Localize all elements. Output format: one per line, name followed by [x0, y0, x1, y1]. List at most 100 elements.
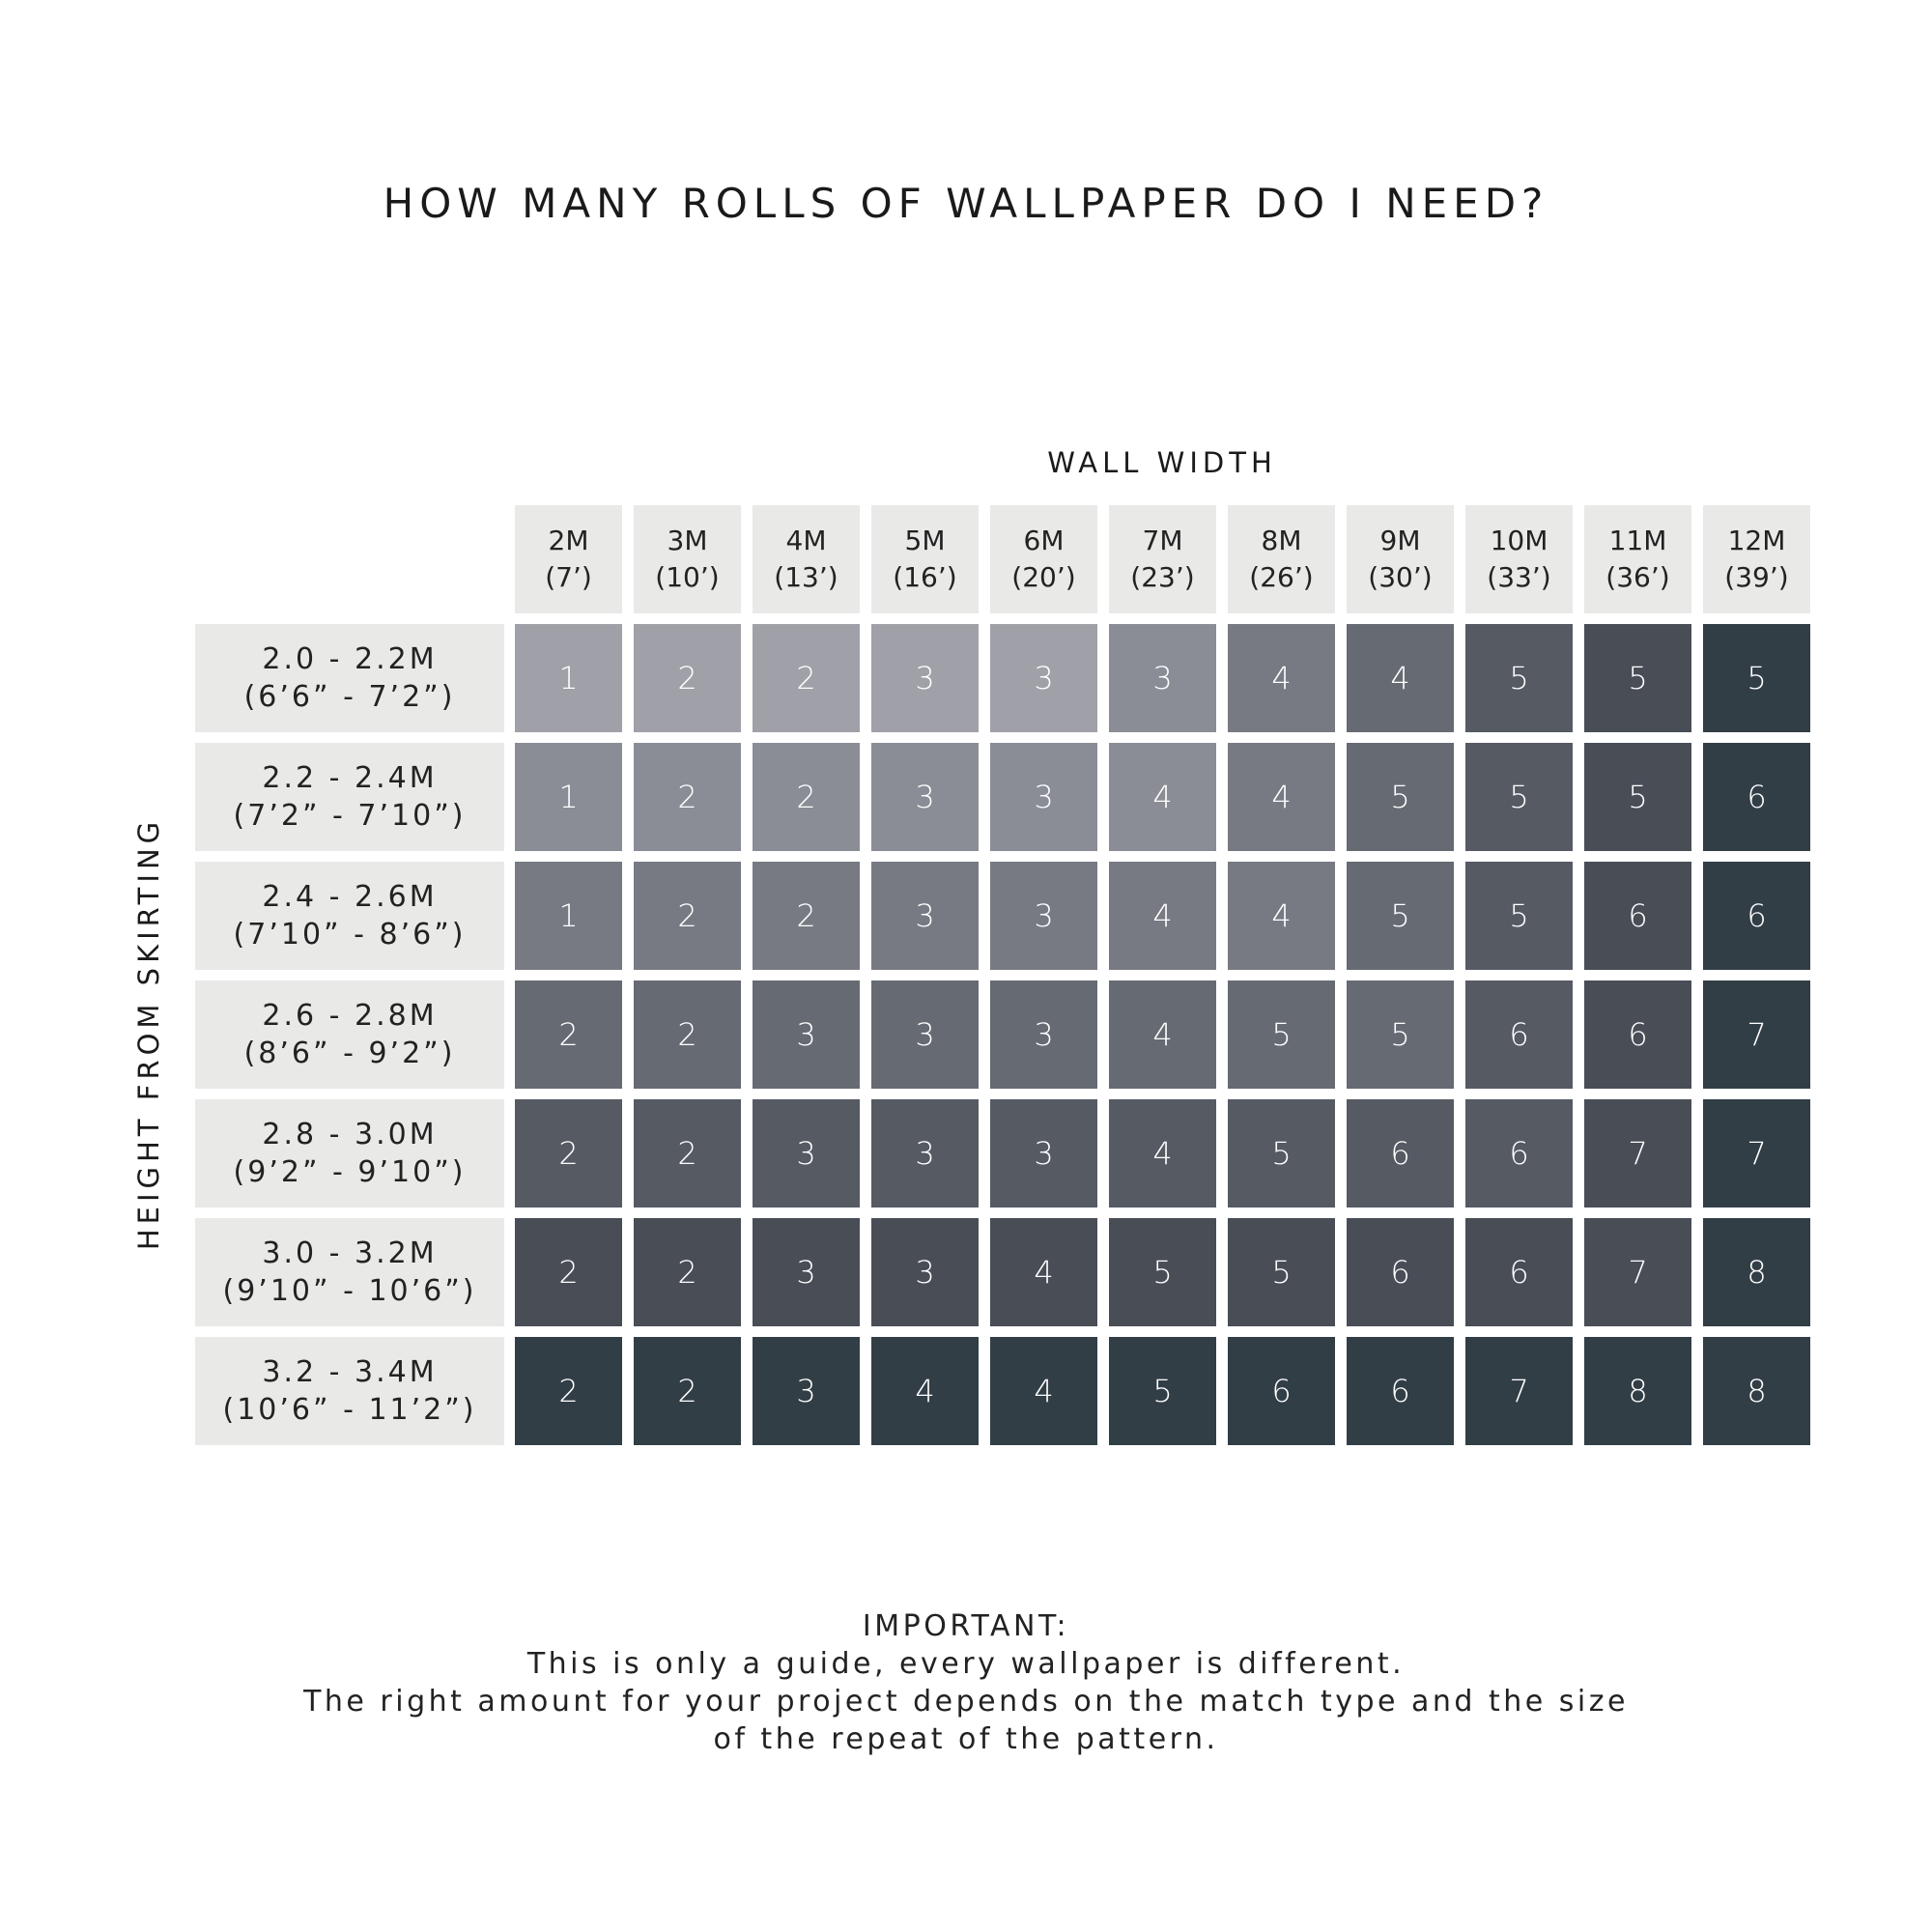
column-header-metric: 11M	[1608, 525, 1667, 556]
column-header-imperial: (30’)	[1368, 561, 1433, 593]
row-header-metric: 2.2 - 2.4M	[262, 761, 438, 795]
row-header-imperial: (7’2” - 7’10”)	[233, 799, 467, 833]
row-header: 2.2 - 2.4M (7’2” - 7’10”)	[195, 743, 504, 851]
table-cell: 5	[1109, 1218, 1216, 1326]
note-line: The right amount for your project depend…	[303, 1685, 1629, 1719]
table-cell: 2	[753, 624, 860, 732]
table-cell: 1	[515, 743, 622, 851]
row-header-imperial: (7’10” - 8’6”)	[233, 918, 467, 952]
table-cell: 4	[1109, 980, 1216, 1089]
table-cell: 3	[990, 743, 1097, 851]
row-header-metric: 2.0 - 2.2M	[262, 642, 438, 676]
column-header-metric: 2M	[548, 525, 589, 556]
table-cell: 1	[515, 862, 622, 970]
table-cell: 6	[1465, 980, 1573, 1089]
table-cell: 5	[1347, 743, 1454, 851]
table-cell: 4	[1109, 1099, 1216, 1208]
column-header-imperial: (10’)	[655, 561, 720, 593]
table-cell: 2	[634, 1337, 741, 1445]
column-header: 12M (39’)	[1703, 505, 1810, 613]
table-cell: 5	[1109, 1337, 1216, 1445]
row-header-imperial: (9’2” - 9’10”)	[233, 1155, 467, 1189]
table-cell: 3	[871, 743, 979, 851]
table-cell: 6	[1584, 980, 1691, 1089]
table-cell: 5	[1465, 862, 1573, 970]
table-cell: 3	[753, 1218, 860, 1326]
column-header-metric: 4M	[785, 525, 827, 556]
table-cell: 7	[1703, 980, 1810, 1089]
chart-title: HOW MANY ROLLS OF WALLPAPER DO I NEED?	[383, 180, 1549, 227]
table-cell: 2	[515, 1218, 622, 1326]
table-cell: 5	[1228, 1099, 1335, 1208]
table-cell: 7	[1584, 1099, 1691, 1208]
column-header-imperial: (20’)	[1011, 561, 1076, 593]
row-header-metric: 3.0 - 3.2M	[262, 1236, 438, 1270]
table-cell: 2	[634, 624, 741, 732]
column-header: 3M (10’)	[634, 505, 741, 613]
column-header-imperial: (13’)	[774, 561, 838, 593]
note-heading: IMPORTANT:	[862, 1609, 1070, 1643]
table-cell: 7	[1703, 1099, 1810, 1208]
column-header: 5M (16’)	[871, 505, 979, 613]
column-header: 10M (33’)	[1465, 505, 1573, 613]
row-header-imperial: (9’10” - 10’6”)	[222, 1274, 477, 1308]
table-cell: 5	[1465, 743, 1573, 851]
table-cell: 8	[1703, 1218, 1810, 1326]
column-header-metric: 12M	[1727, 525, 1786, 556]
column-header: 8M (26’)	[1228, 505, 1335, 613]
column-header-imperial: (26’)	[1249, 561, 1314, 593]
table-cell: 8	[1703, 1337, 1810, 1445]
table-cell: 8	[1584, 1337, 1691, 1445]
column-header: 11M (36’)	[1584, 505, 1691, 613]
x-axis-label: WALL WIDTH	[1047, 446, 1277, 479]
column-header-metric: 6M	[1023, 525, 1065, 556]
table-cell: 4	[1109, 743, 1216, 851]
column-header-imperial: (16’)	[893, 561, 957, 593]
table-cell: 4	[1228, 743, 1335, 851]
table-cell: 4	[1347, 624, 1454, 732]
table-cell: 2	[515, 1337, 622, 1445]
table-cell: 6	[1465, 1218, 1573, 1326]
column-header: 6M (20’)	[990, 505, 1097, 613]
row-header-imperial: (10’6” - 11’2”)	[222, 1393, 477, 1427]
table-cell: 3	[753, 1337, 860, 1445]
table-cell: 3	[990, 862, 1097, 970]
table-cell: 3	[753, 980, 860, 1089]
column-header-metric: 8M	[1261, 525, 1302, 556]
column-header: 4M (13’)	[753, 505, 860, 613]
table-cell: 3	[871, 862, 979, 970]
table-cell: 5	[1584, 624, 1691, 732]
table-cell: 6	[1703, 743, 1810, 851]
row-header-imperial: (8’6” - 9’2”)	[243, 1037, 456, 1070]
column-header-imperial: (7’)	[545, 561, 592, 593]
note-line: of the repeat of the pattern.	[713, 1722, 1219, 1756]
table-cell: 3	[871, 980, 979, 1089]
table-cell: 5	[1703, 624, 1810, 732]
column-header-metric: 9M	[1379, 525, 1421, 556]
table-cell: 6	[1347, 1218, 1454, 1326]
important-note: IMPORTANT: This is only a guide, every w…	[0, 1607, 1932, 1758]
table-cell: 5	[1465, 624, 1573, 732]
table-cell: 3	[871, 1099, 979, 1208]
table-cell: 4	[1109, 862, 1216, 970]
table-cell: 5	[1228, 1218, 1335, 1326]
table-cell: 6	[1228, 1337, 1335, 1445]
row-header: 2.0 - 2.2M (6’6” - 7’2”)	[195, 624, 504, 732]
table-cell: 2	[753, 743, 860, 851]
table-cell: 5	[1347, 862, 1454, 970]
table-cell: 2	[634, 743, 741, 851]
table-cell: 6	[1584, 862, 1691, 970]
table-cell: 6	[1347, 1337, 1454, 1445]
note-line: This is only a guide, every wallpaper is…	[526, 1647, 1406, 1681]
table-cell: 5	[1347, 980, 1454, 1089]
column-header: 7M (23’)	[1109, 505, 1216, 613]
table-cell: 7	[1584, 1218, 1691, 1326]
row-header: 2.4 - 2.6M (7’10” - 8’6”)	[195, 862, 504, 970]
column-header: 9M (30’)	[1347, 505, 1454, 613]
column-header-metric: 5M	[904, 525, 946, 556]
table-cell: 2	[634, 980, 741, 1089]
column-header-imperial: (23’)	[1130, 561, 1195, 593]
table-cell: 5	[1584, 743, 1691, 851]
row-header: 3.0 - 3.2M (9’10” - 10’6”)	[195, 1218, 504, 1326]
row-header-imperial: (6’6” - 7’2”)	[243, 680, 456, 714]
